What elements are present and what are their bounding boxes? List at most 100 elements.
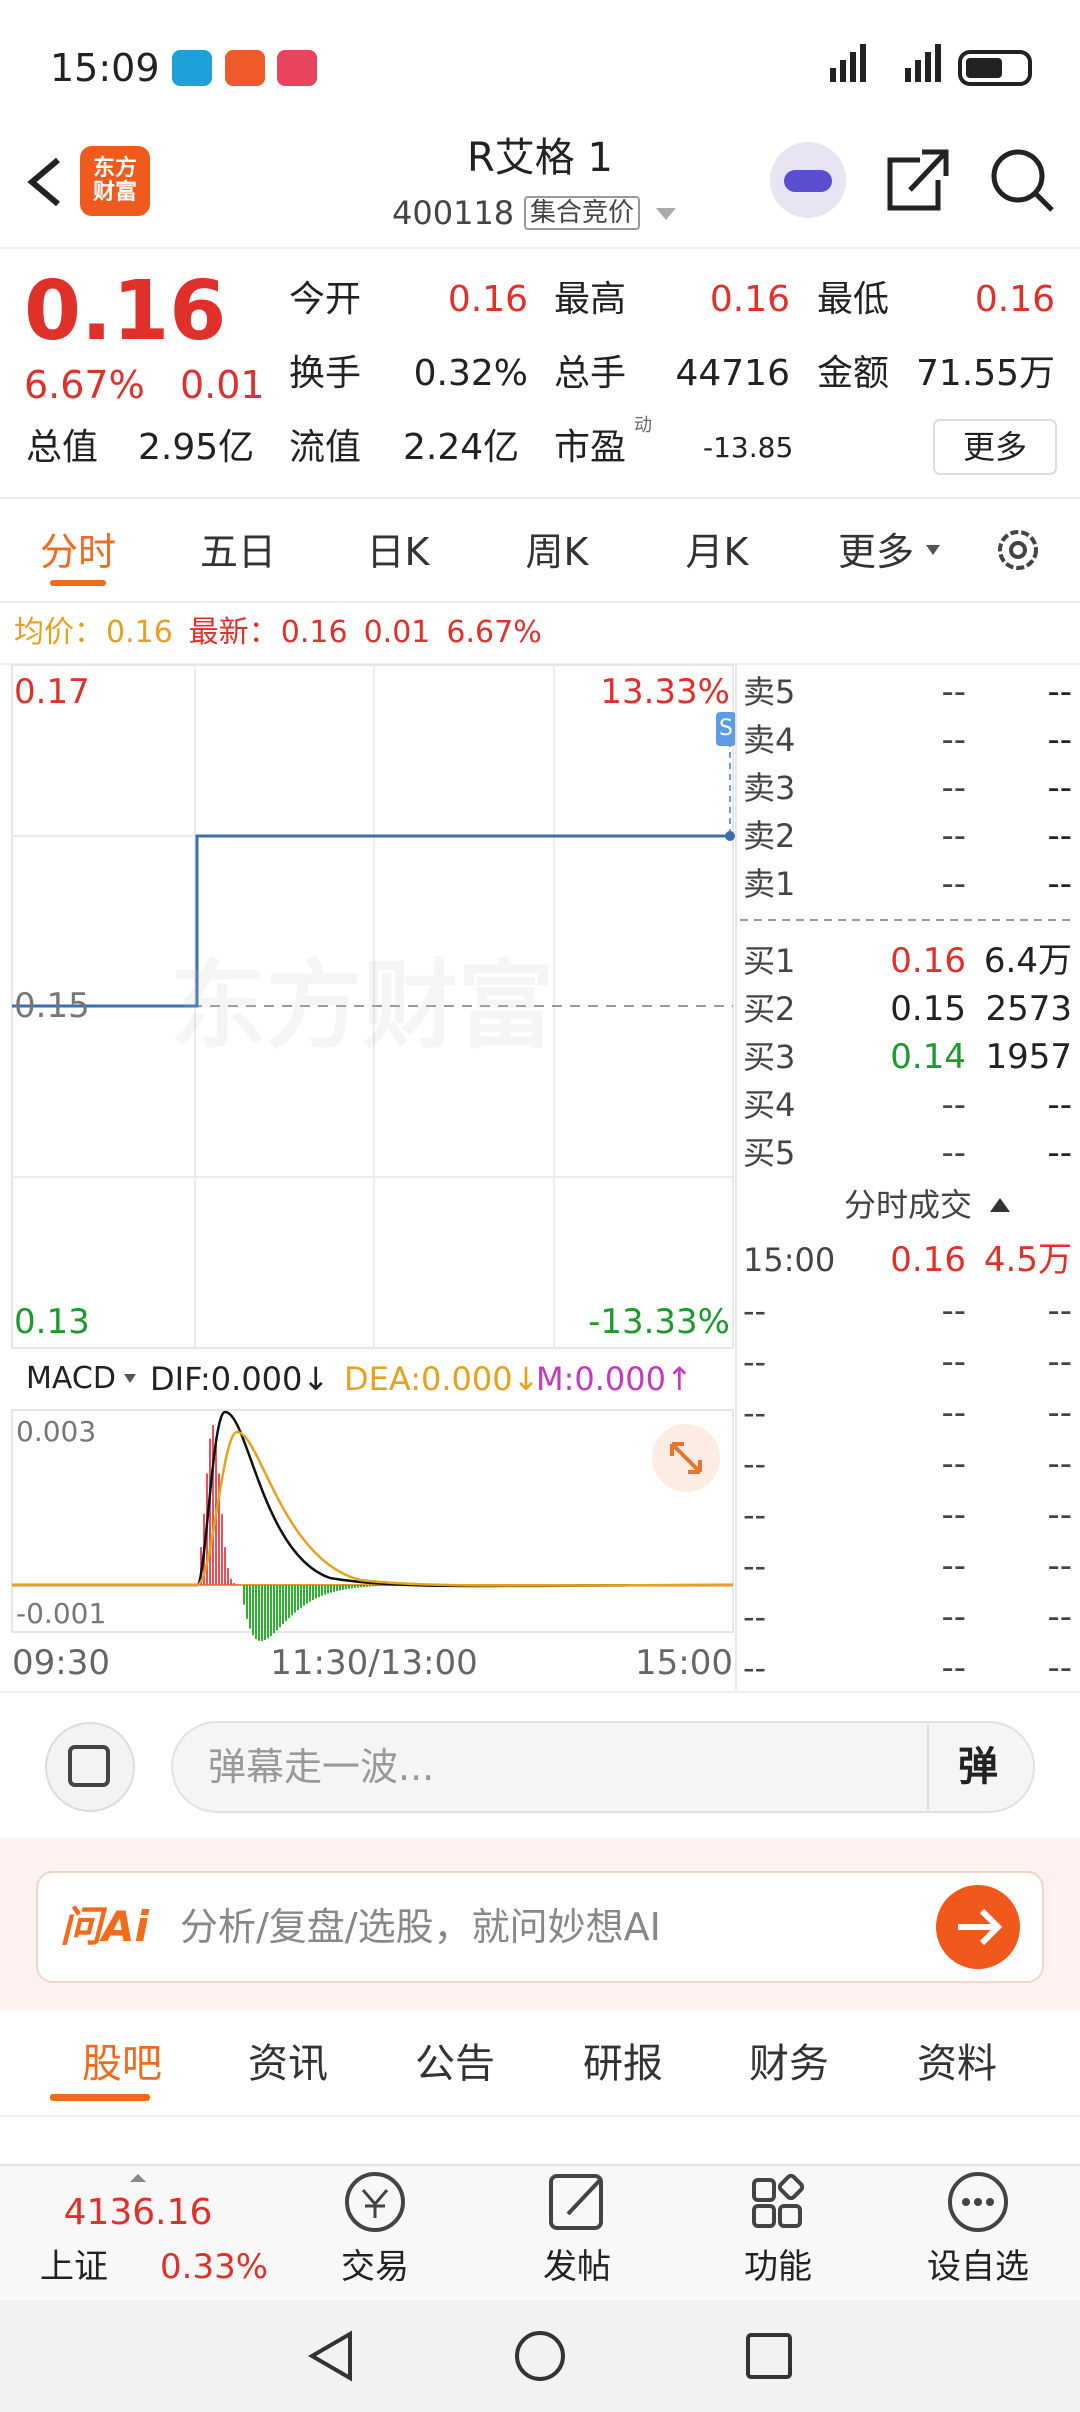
summary-change: 0.01 — [363, 615, 431, 650]
chart-tab[interactable]: 月K — [685, 530, 749, 574]
content-tab[interactable]: 资讯 — [248, 2041, 328, 2087]
watchlist-icon[interactable] — [948, 2172, 1008, 2232]
stat-value: 0.16 — [447, 279, 528, 320]
danmaku-settings[interactable] — [45, 1722, 135, 1812]
ai-input[interactable] — [36, 1871, 1044, 1983]
trade-volume: -- — [1047, 1444, 1072, 1484]
stat-note: 动 — [634, 415, 652, 436]
book-level: 买3 — [743, 1038, 796, 1076]
trade-volume: 4.5万 — [983, 1240, 1072, 1280]
trade-icon[interactable] — [345, 2172, 405, 2232]
trade-price: -- — [941, 1444, 966, 1484]
chart-tab[interactable]: 五日 — [199, 530, 277, 574]
ai-placeholder[interactable]: 分析/复盘/选股，就问妙想AI — [180, 1905, 661, 1949]
trade-time: -- — [743, 1598, 767, 1636]
index-value[interactable]: 4136.16 — [63, 2192, 213, 2233]
price-axis-label: 0.17 — [14, 672, 90, 712]
macd-bar — [233, 1583, 235, 1585]
trade-volume: -- — [1047, 1648, 1072, 1688]
nav-item[interactable]: 功能 — [744, 2247, 812, 2287]
danmaku-button[interactable]: 弹 — [958, 1744, 998, 1790]
stat-label: 金额 — [817, 353, 890, 394]
percent-axis-label: 13.33% — [600, 672, 730, 712]
macd-bar — [276, 1585, 278, 1631]
dropdown-icon[interactable] — [926, 545, 940, 555]
book-volume: 2573 — [985, 989, 1072, 1029]
macd-bar — [366, 1585, 368, 1587]
content-tab[interactable]: 财务 — [749, 2041, 829, 2087]
comment-placeholder[interactable]: 弹幕走一波... — [208, 1745, 435, 1789]
macd-bar — [381, 1585, 383, 1586]
content-tab[interactable]: 资料 — [917, 2041, 997, 2087]
comment-input[interactable] — [171, 1721, 1035, 1813]
book-level: 买2 — [743, 990, 796, 1028]
macd-bar — [267, 1585, 269, 1639]
dropdown-icon[interactable] — [124, 1374, 136, 1383]
trade-time: -- — [743, 1547, 767, 1585]
trade-price: -- — [941, 1648, 966, 1688]
nav-item[interactable]: 交易 — [341, 2247, 409, 2287]
trades-title[interactable]: 分时成交 — [843, 1186, 973, 1224]
macd-bar — [306, 1585, 308, 1604]
book-price: -- — [941, 1085, 966, 1125]
nav-home[interactable] — [515, 2331, 565, 2381]
sort-icon[interactable] — [990, 1198, 1010, 1212]
book-volume: -- — [1047, 672, 1072, 712]
trade-volume: -- — [1047, 1291, 1072, 1331]
more-button[interactable]: 更多 — [962, 428, 1028, 466]
macd-bar — [291, 1585, 293, 1616]
summary-avg-label: 均价： — [14, 615, 104, 650]
stat-value: 2.24亿 — [403, 427, 520, 468]
content-tab[interactable]: 公告 — [415, 2041, 495, 2087]
book-level: 卖4 — [743, 721, 796, 759]
app-notification-icons — [172, 50, 317, 86]
content-tab[interactable]: 研报 — [583, 2041, 663, 2087]
macd-bar — [324, 1585, 326, 1595]
macd-bar — [351, 1585, 353, 1589]
share-icon[interactable] — [887, 149, 949, 211]
macd-selector[interactable]: MACD — [26, 1361, 116, 1396]
trade-price: -- — [941, 1291, 966, 1331]
chart-tab[interactable]: 分时 — [39, 530, 117, 574]
content-tab[interactable]: 股吧 — [82, 2041, 162, 2087]
stat-label: 最低 — [817, 279, 890, 320]
macd-bar — [236, 1584, 238, 1585]
macd-bar — [288, 1585, 290, 1619]
stat-value: 0.16 — [709, 279, 790, 320]
arrow-icon — [958, 1908, 1003, 1946]
nav-item[interactable]: 设自选 — [927, 2247, 1029, 2287]
stat-label: 流值 — [289, 427, 362, 468]
macd-bar — [318, 1585, 320, 1598]
summary-latest-label: 最新： — [188, 615, 279, 650]
macd-bar — [345, 1585, 347, 1590]
time-axis-label: 15:00 — [635, 1643, 733, 1683]
dropdown-icon[interactable] — [656, 208, 676, 220]
macd-bar — [227, 1568, 229, 1585]
chart-tab[interactable]: 周K — [525, 530, 589, 574]
macd-bar — [384, 1585, 386, 1586]
post-icon-pen — [566, 2178, 602, 2216]
trade-time: -- — [743, 1394, 767, 1432]
settings-icon[interactable] — [998, 530, 1038, 570]
nav-back[interactable] — [308, 2330, 352, 2382]
macd-bar — [309, 1585, 311, 1602]
trade-price: -- — [941, 1393, 966, 1433]
nav-item[interactable]: 发帖 — [543, 2247, 611, 2287]
search-icon[interactable] — [991, 149, 1045, 203]
price-axis-label: 0.15 — [14, 986, 90, 1026]
marker-bg[interactable] — [716, 712, 736, 746]
function-icon[interactable] — [752, 2173, 805, 2228]
macd-bar — [378, 1585, 380, 1587]
macd-bar — [221, 1513, 223, 1585]
trade-volume: -- — [1047, 1342, 1072, 1382]
watermark: 东方财富 — [170, 950, 554, 1062]
book-volume: -- — [1047, 1085, 1072, 1125]
stat-label: 今开 — [289, 279, 362, 320]
chart-tab[interactable]: 日K — [366, 530, 430, 574]
post-icon[interactable] — [549, 2174, 603, 2230]
more-button-bg[interactable] — [933, 419, 1057, 475]
chart-tab[interactable]: 更多 — [837, 530, 915, 574]
nav-recent[interactable] — [746, 2333, 792, 2379]
book-price: 0.15 — [890, 989, 966, 1029]
back-icon[interactable] — [27, 157, 60, 207]
